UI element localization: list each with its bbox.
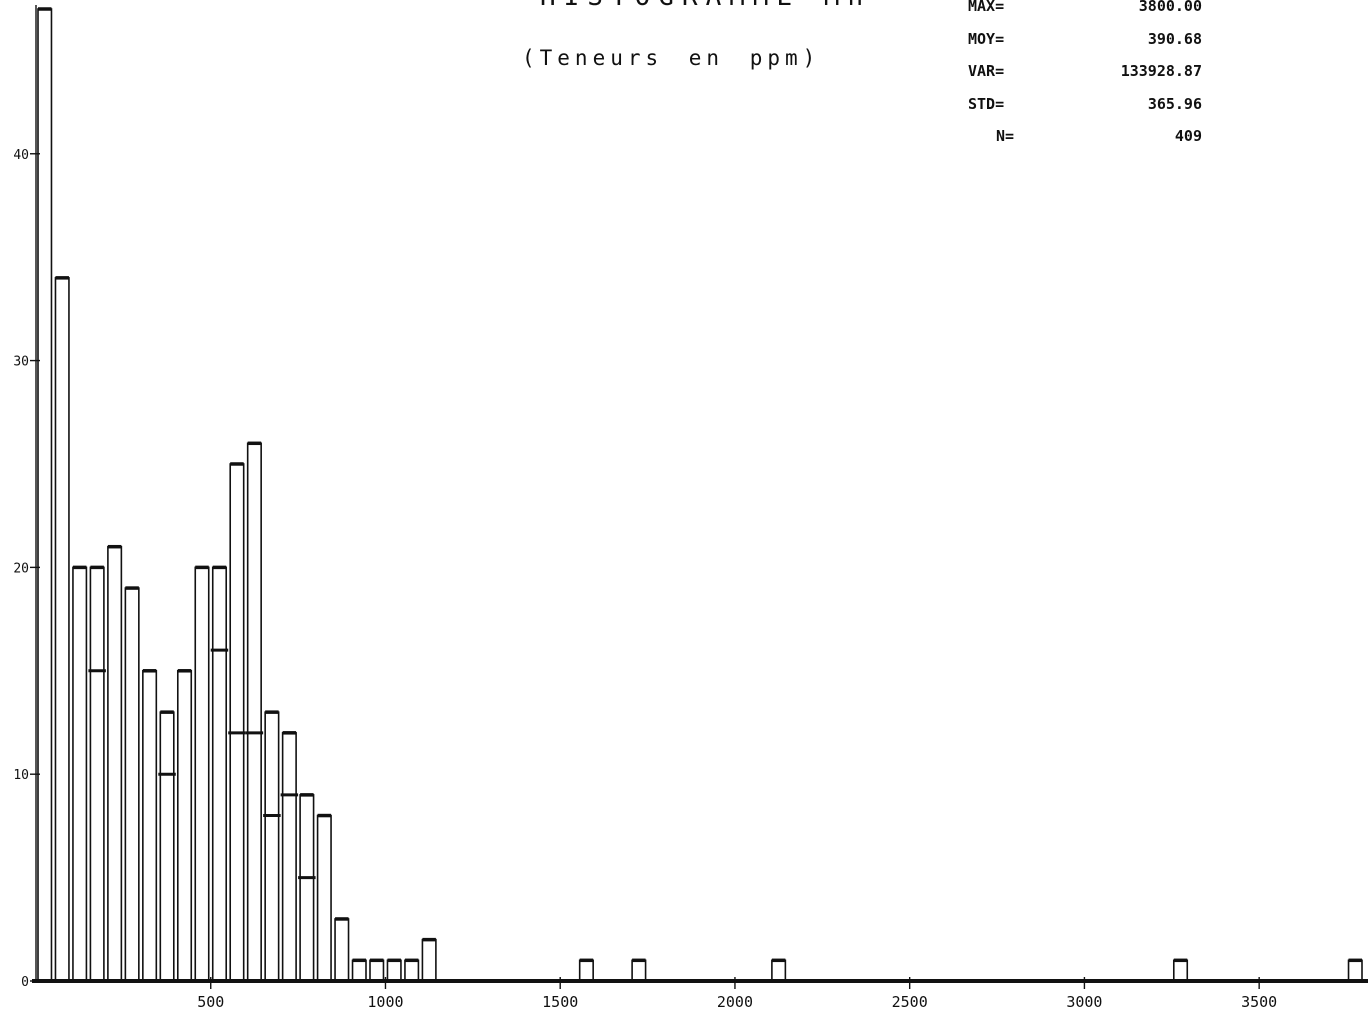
bar-outline <box>316 814 332 982</box>
histogram-bar <box>194 565 210 982</box>
y-tick-label: 20 <box>13 561 29 576</box>
bar-outline <box>1347 959 1363 982</box>
x-tick-label: 2000 <box>717 993 753 1011</box>
histogram-bar <box>142 669 158 982</box>
axes-layer: 0 10 20 30 40 500 1000 1500 2000 2500 3000 3500 <box>13 5 1368 1011</box>
histogram-bar <box>369 958 385 982</box>
bar-outline <box>211 566 228 982</box>
bar-outline <box>631 959 647 982</box>
histogram-bar <box>72 565 88 982</box>
stat-value-var: 133928.87 <box>1120 62 1202 80</box>
y-tick-label: 0 <box>21 975 29 990</box>
chart-subtitle: (Teneurs en ppm) <box>522 46 821 70</box>
bar-outline <box>89 566 105 982</box>
histogram-bar <box>316 813 332 982</box>
bar-outline <box>142 669 158 982</box>
histogram-bar <box>631 958 647 982</box>
x-tick-label: 1000 <box>367 993 403 1011</box>
stat-label-max: MAX= <box>968 0 1005 15</box>
bar-outline <box>124 587 140 982</box>
histogram-bar <box>1347 958 1363 982</box>
histogram-bar <box>404 958 420 982</box>
y-tick-label: 40 <box>13 148 29 163</box>
stat-row-n: N= 409 <box>968 127 1208 160</box>
bar-outline <box>334 918 350 982</box>
stat-label-moy: MOY= <box>968 29 1005 48</box>
histogram-bar <box>37 7 53 982</box>
histogram-bar <box>158 710 176 982</box>
histogram-bar <box>334 917 350 982</box>
bar-outline <box>72 566 88 982</box>
bar-outline <box>264 711 280 982</box>
histogram-bar <box>263 710 281 982</box>
histogram-bar <box>578 958 594 982</box>
histogram-bar <box>386 958 402 982</box>
bar-outline <box>229 463 245 982</box>
x-tick-label: 3000 <box>1066 993 1102 1011</box>
histogram-bar <box>54 276 70 982</box>
histogram-bar <box>280 731 299 982</box>
bar-outline <box>281 732 297 982</box>
stat-row-std: STD= 365.96 <box>968 95 1208 128</box>
stat-label-n: N= <box>995 127 1014 145</box>
bar-outline <box>176 669 193 982</box>
stat-value-moy: 390.68 <box>1147 29 1202 48</box>
x-tick-label: 2500 <box>892 993 928 1011</box>
bar-outline <box>246 442 262 982</box>
stat-value-max: 3800.00 <box>1138 0 1202 15</box>
bar-outline <box>771 959 787 982</box>
stat-row-var: VAR= 133928.87 <box>968 62 1208 95</box>
stat-label-var: VAR= <box>968 62 1005 80</box>
histogram-bar <box>210 565 229 982</box>
histogram-bar <box>107 544 123 982</box>
histogram-bar <box>88 565 106 982</box>
bar-outline <box>369 959 385 982</box>
stat-row-max: MAX= 3800.00 <box>968 0 1208 30</box>
histogram-bar <box>245 441 264 982</box>
bar-outline <box>194 566 210 982</box>
bar-outline <box>299 794 315 982</box>
stats-panel: MAX= 3800.00 MOY= 390.68 VAR= 133928.87 … <box>968 0 1208 160</box>
x-tick-label: 1500 <box>542 993 578 1011</box>
histogram-bar <box>228 462 246 982</box>
histogram-bar <box>1172 958 1189 982</box>
y-tick-label: 10 <box>13 768 29 783</box>
bar-outline <box>421 938 437 982</box>
stat-value-n: 409 <box>1174 127 1202 145</box>
bar-outline <box>37 8 53 982</box>
y-tick-label: 30 <box>13 355 29 370</box>
x-tick-label: 500 <box>197 993 224 1011</box>
bar-outline <box>386 959 402 982</box>
histogram-bar <box>176 669 193 982</box>
stat-row-moy: MOY= 390.68 <box>968 30 1208 63</box>
bar-outline <box>351 959 367 982</box>
bar-outline <box>404 959 420 982</box>
histogram-bar <box>124 586 140 982</box>
histogram-bar <box>421 937 437 982</box>
bar-outline <box>578 959 594 982</box>
x-tick-label: 3500 <box>1241 993 1277 1011</box>
bar-outline <box>107 545 123 982</box>
stat-value-std: 365.96 <box>1147 94 1202 113</box>
histogram-bar <box>351 958 367 982</box>
stat-label-std: STD= <box>968 94 1005 113</box>
bar-outline <box>1172 959 1189 982</box>
histogram-bar <box>298 793 316 982</box>
histogram-bar <box>771 958 787 982</box>
chart-title: HISTOGRAMME Mn <box>540 0 871 12</box>
bar-outline <box>159 711 175 982</box>
bar-outline <box>54 277 70 982</box>
